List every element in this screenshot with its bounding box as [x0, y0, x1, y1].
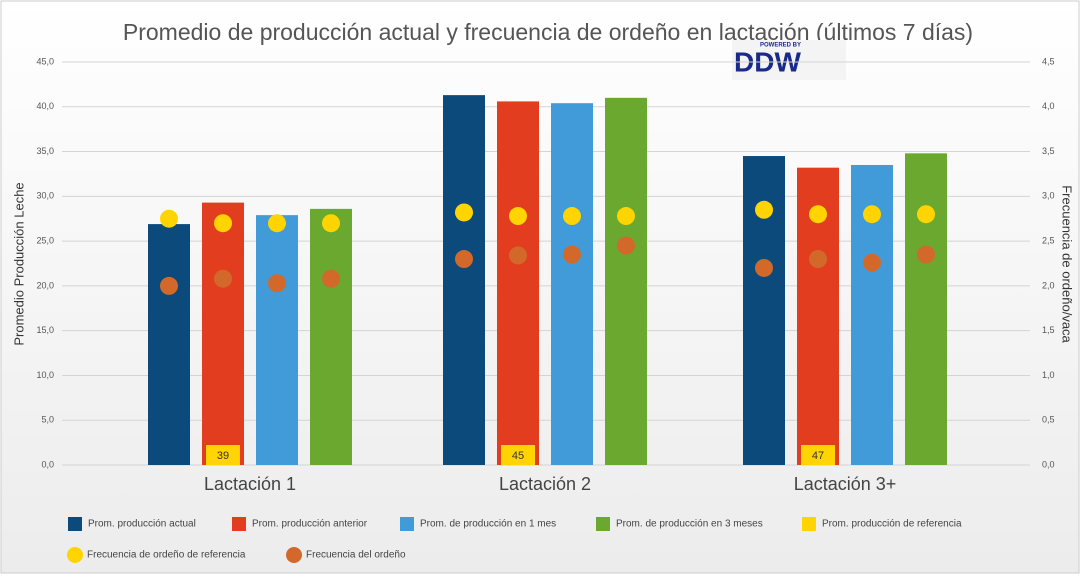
legend-label: Prom. de producción en 3 meses	[616, 519, 763, 530]
y2-tick-label: 2,5	[1042, 235, 1055, 245]
frequency-dot	[563, 207, 581, 226]
legend-swatch	[68, 517, 82, 531]
frequency-dot	[214, 214, 232, 233]
y2-tick-label: 2,0	[1042, 280, 1055, 290]
reference-box	[206, 445, 240, 465]
y-tick-label: 15,0	[36, 325, 54, 335]
bar	[497, 101, 539, 465]
bar	[256, 215, 298, 465]
logo: POWERED BY DDW	[732, 40, 846, 80]
legend-swatch	[596, 517, 610, 531]
reference-label: 47	[812, 450, 824, 462]
y-tick-label: 25,0	[36, 235, 54, 245]
frequency-dot	[268, 274, 286, 293]
frequency-dot	[455, 203, 473, 222]
frequency-dot	[863, 253, 881, 272]
x-tick-label: Lactación 1	[204, 474, 296, 494]
y2-tick-label: 4,0	[1042, 101, 1055, 111]
bar	[310, 208, 352, 466]
bar	[605, 97, 647, 466]
frequency-dot	[617, 207, 635, 226]
x-tick-label: Lactación 2	[499, 474, 591, 494]
frequency-dot	[563, 245, 581, 264]
logo-box	[732, 40, 846, 80]
y-tick-label: 0,0	[41, 459, 54, 469]
frequency-dot	[509, 246, 527, 265]
reference-label: 39	[217, 450, 229, 462]
bar	[443, 95, 485, 465]
y2-tick-label: 0,0	[1042, 459, 1055, 469]
y-tick-label: 10,0	[36, 370, 54, 380]
legend-swatch	[802, 517, 816, 531]
legend-swatch	[232, 517, 246, 531]
frequency-dot	[863, 205, 881, 224]
logo-tagline: POWERED BY	[760, 43, 801, 49]
y-tick-label: 5,0	[41, 415, 54, 425]
y2-tick-label: 4,5	[1042, 56, 1055, 66]
legend-label: Prom. producción anterior	[252, 519, 368, 530]
frequency-dot	[214, 269, 232, 288]
frequency-dot	[809, 205, 827, 224]
y2-tick-label: 0,5	[1042, 415, 1055, 425]
bar	[202, 202, 244, 465]
y2-axis-label: Frecuencia de ordeño/vaca	[1060, 185, 1075, 343]
y2-tick-label: 3,0	[1042, 191, 1055, 201]
frequency-dot	[509, 207, 527, 226]
y-tick-label: 30,0	[36, 191, 54, 201]
bar	[551, 103, 593, 465]
frequency-dot	[809, 250, 827, 269]
x-tick-label: Lactación 3+	[794, 474, 897, 494]
y-tick-label: 45,0	[36, 56, 54, 66]
y-tick-label: 35,0	[36, 146, 54, 156]
frequency-dot	[755, 258, 773, 277]
y-tick-label: 40,0	[36, 101, 54, 111]
legend-swatch	[286, 547, 302, 563]
y-axis-label: Promedio Producción Leche	[11, 182, 26, 345]
frequency-dot	[160, 209, 178, 228]
reference-box	[501, 445, 535, 465]
legend-label: Prom. producción actual	[88, 519, 196, 530]
frequency-dot	[160, 276, 178, 295]
legend-label: Frecuencia del ordeño	[306, 550, 406, 561]
frequency-dot	[322, 214, 340, 233]
y-tick-label: 20,0	[36, 280, 54, 290]
frequency-dot	[268, 214, 286, 233]
y2-tick-label: 3,5	[1042, 146, 1055, 156]
frequency-dot	[322, 269, 340, 288]
y2-tick-label: 1,5	[1042, 325, 1055, 335]
frequency-dot	[917, 245, 935, 264]
bar	[148, 224, 190, 465]
legend-label: Prom. de producción en 1 mes	[420, 519, 556, 530]
legend-swatch	[400, 517, 414, 531]
frequency-dot	[617, 236, 635, 255]
legend-label: Prom. producción de referencia	[822, 519, 962, 530]
reference-label: 45	[512, 450, 524, 462]
frequency-dot	[455, 250, 473, 269]
bar	[905, 153, 947, 465]
y2-tick-label: 1,0	[1042, 370, 1055, 380]
frequency-dot	[755, 200, 773, 219]
frequency-dot	[917, 205, 935, 224]
reference-box	[801, 445, 835, 465]
legend-swatch	[67, 547, 83, 563]
legend-label: Frecuencia de ordeño de referencia	[87, 550, 246, 561]
